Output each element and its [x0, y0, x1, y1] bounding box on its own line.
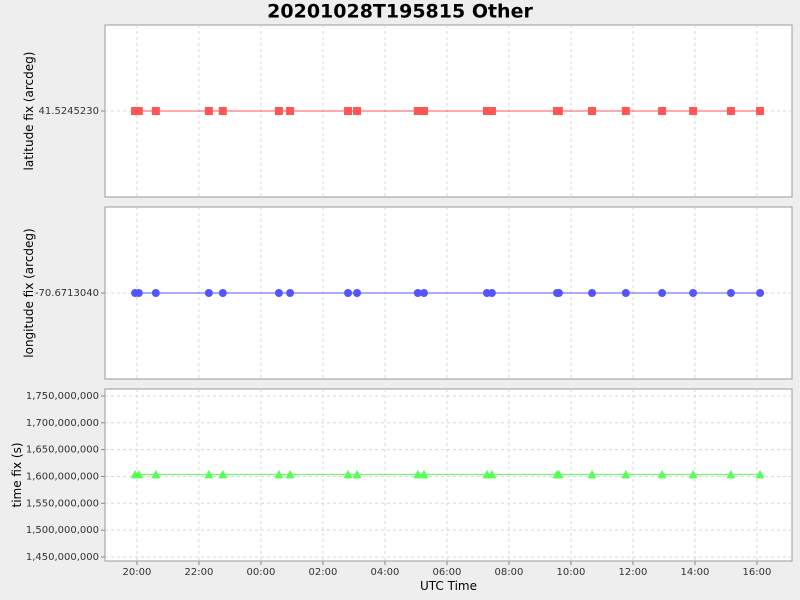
- chart-title: 20201028T195815 Other: [267, 1, 533, 23]
- y-tick-label: 1,650,000,000: [26, 445, 99, 456]
- marker: [482, 107, 491, 115]
- marker: [419, 469, 429, 479]
- marker: [286, 289, 295, 297]
- marker: [285, 469, 295, 479]
- y-tick-label: 1,500,000,000: [26, 525, 99, 536]
- x-tick-label: 04:00: [371, 567, 400, 578]
- y-tick-label: 1,600,000,000: [26, 471, 99, 482]
- marker: [204, 107, 213, 115]
- marker: [413, 469, 423, 479]
- x-tick-label: 10:00: [557, 567, 586, 578]
- marker: [588, 107, 597, 115]
- marker: [658, 107, 667, 115]
- marker: [689, 289, 698, 297]
- marker: [621, 107, 630, 115]
- marker: [151, 107, 160, 115]
- marker: [487, 107, 496, 115]
- marker: [344, 289, 353, 297]
- marker: [353, 107, 362, 115]
- marker: [218, 469, 228, 479]
- marker: [726, 289, 735, 297]
- y-tick-label: 1,700,000,000: [26, 418, 99, 429]
- x-tick-label: 20:00: [123, 567, 152, 578]
- marker: [726, 469, 736, 479]
- marker: [413, 107, 422, 115]
- marker: [487, 469, 497, 479]
- marker: [274, 469, 284, 479]
- y-tick-label: 41.5245230: [39, 106, 99, 117]
- marker: [204, 289, 213, 297]
- marker: [151, 469, 161, 479]
- marker: [352, 469, 362, 479]
- x-axis-label: UTC Time: [420, 579, 477, 593]
- x-tick-label: 06:00: [433, 567, 462, 578]
- plot-area: [104, 388, 793, 562]
- x-tick-label: 00:00: [247, 567, 276, 578]
- marker: [621, 469, 631, 479]
- marker: [420, 289, 429, 297]
- x-tick-label: 16:00: [743, 567, 772, 578]
- marker: [134, 469, 144, 479]
- marker: [134, 289, 143, 297]
- marker: [134, 107, 143, 115]
- marker: [218, 289, 227, 297]
- x-tick-label: 12:00: [619, 567, 648, 578]
- marker: [755, 469, 765, 479]
- marker: [151, 289, 160, 297]
- marker: [554, 469, 564, 479]
- marker: [658, 289, 667, 297]
- marker: [587, 469, 597, 479]
- y-tick-label: 1,550,000,000: [26, 498, 99, 509]
- x-tick-label: 14:00: [681, 567, 710, 578]
- marker: [688, 469, 698, 479]
- y-axis-label: longitude fix (arcdeg): [22, 228, 36, 357]
- marker: [353, 289, 362, 297]
- marker: [286, 107, 295, 115]
- y-tick-label: 1,450,000,000: [26, 552, 99, 563]
- x-tick-label: 02:00: [309, 567, 338, 578]
- marker: [413, 289, 422, 297]
- marker: [487, 289, 496, 297]
- marker: [554, 107, 563, 115]
- marker: [344, 107, 353, 115]
- marker: [218, 107, 227, 115]
- marker: [657, 469, 667, 479]
- y-tick-label: 1,750,000,000: [26, 391, 99, 402]
- y-tick-label: -70.6713040: [35, 288, 99, 299]
- marker: [756, 107, 765, 115]
- marker: [554, 289, 563, 297]
- x-tick-label: 08:00: [495, 567, 524, 578]
- marker: [756, 289, 765, 297]
- marker: [274, 289, 283, 297]
- x-tick-label: 22:00: [185, 567, 214, 578]
- y-axis-label: latitude fix (arcdeg): [22, 52, 36, 171]
- y-axis-label: time fix (s): [10, 442, 24, 507]
- marker: [689, 107, 698, 115]
- marker: [274, 107, 283, 115]
- marker: [726, 107, 735, 115]
- marker: [204, 469, 214, 479]
- marker: [420, 107, 429, 115]
- marker: [343, 469, 353, 479]
- marker: [588, 289, 597, 297]
- marker: [621, 289, 630, 297]
